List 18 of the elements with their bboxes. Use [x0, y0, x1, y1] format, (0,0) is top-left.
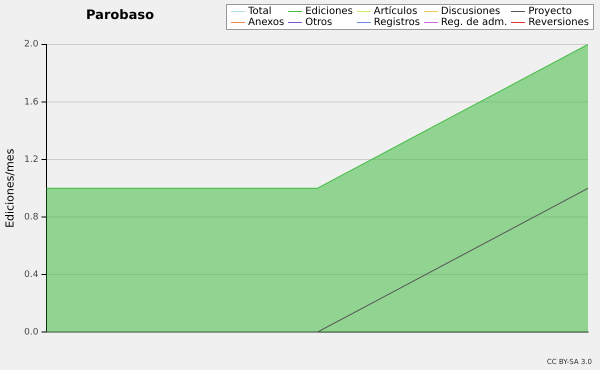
legend-label: Reversiones [528, 17, 589, 28]
legend-label: Reg. de adm. [440, 17, 508, 28]
y-axis-title: Ediciones/mes [3, 148, 16, 228]
legend-label: Ediciones [305, 6, 353, 17]
legend-label: Registros [374, 17, 420, 28]
legend-label: Anexos [248, 17, 284, 28]
y-tick-label: 0.8 [24, 212, 39, 222]
legend-label: Otros [305, 17, 332, 28]
legend-label: Discusiones [440, 6, 500, 17]
y-tick-label: 0.0 [24, 328, 39, 338]
y-tick-label: 1.6 [24, 97, 39, 108]
y-tick-label: 1.2 [24, 154, 39, 165]
y-tick-label: 2.0 [24, 40, 39, 50]
y-tick-label: 0.4 [24, 270, 39, 280]
legend-label: Total [248, 6, 272, 17]
chart-title: Parobaso [86, 8, 154, 23]
legend-label: Artículos [374, 6, 418, 17]
legend-label: Proyecto [528, 6, 572, 17]
